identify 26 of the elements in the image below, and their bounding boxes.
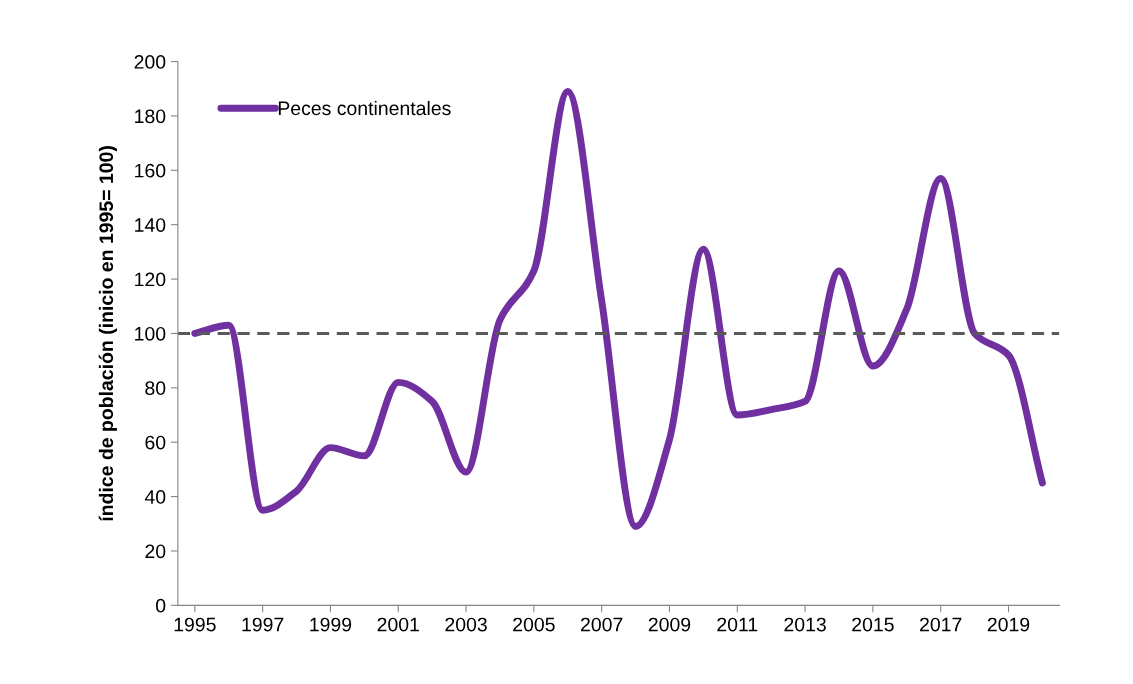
y-tick-label: 200 [134, 55, 166, 69]
y-tick-label: 20 [145, 544, 166, 559]
y-tick-label: 60 [145, 435, 166, 450]
y-tick-label: 40 [144, 490, 166, 504]
x-tick-label: 2019 [987, 617, 1030, 632]
x-tick-label: 2003 [445, 617, 487, 632]
x-tick-label: 1995 [174, 617, 216, 632]
x-tick-label: 2017 [920, 617, 962, 632]
x-tick-label: 2013 [784, 617, 826, 632]
y-axis-title: índice de población (inicio en 1995= 100) [98, 146, 117, 521]
y-tick-label: 140 [135, 218, 166, 232]
x-tick-label: 2015 [852, 617, 894, 632]
x-tick-label: 2007 [581, 617, 623, 632]
y-tick-label: 80 [145, 381, 166, 396]
legend-label: Peces continentales [278, 100, 451, 116]
y-tick-label: 160 [135, 163, 166, 178]
y-tick-label: 180 [135, 109, 166, 124]
y-tick-label: 0 [156, 598, 166, 613]
x-tick-label: 1999 [310, 617, 352, 632]
x-tick-label: 1997 [242, 617, 284, 632]
x-tick-label: 2001 [377, 617, 419, 632]
y-tick-label: 100 [135, 326, 166, 341]
y-tick-label: 120 [135, 272, 166, 287]
x-tick-label: 2009 [648, 617, 691, 632]
x-tick-label: 2011 [717, 617, 758, 632]
x-tick-label: 2005 [513, 617, 555, 632]
